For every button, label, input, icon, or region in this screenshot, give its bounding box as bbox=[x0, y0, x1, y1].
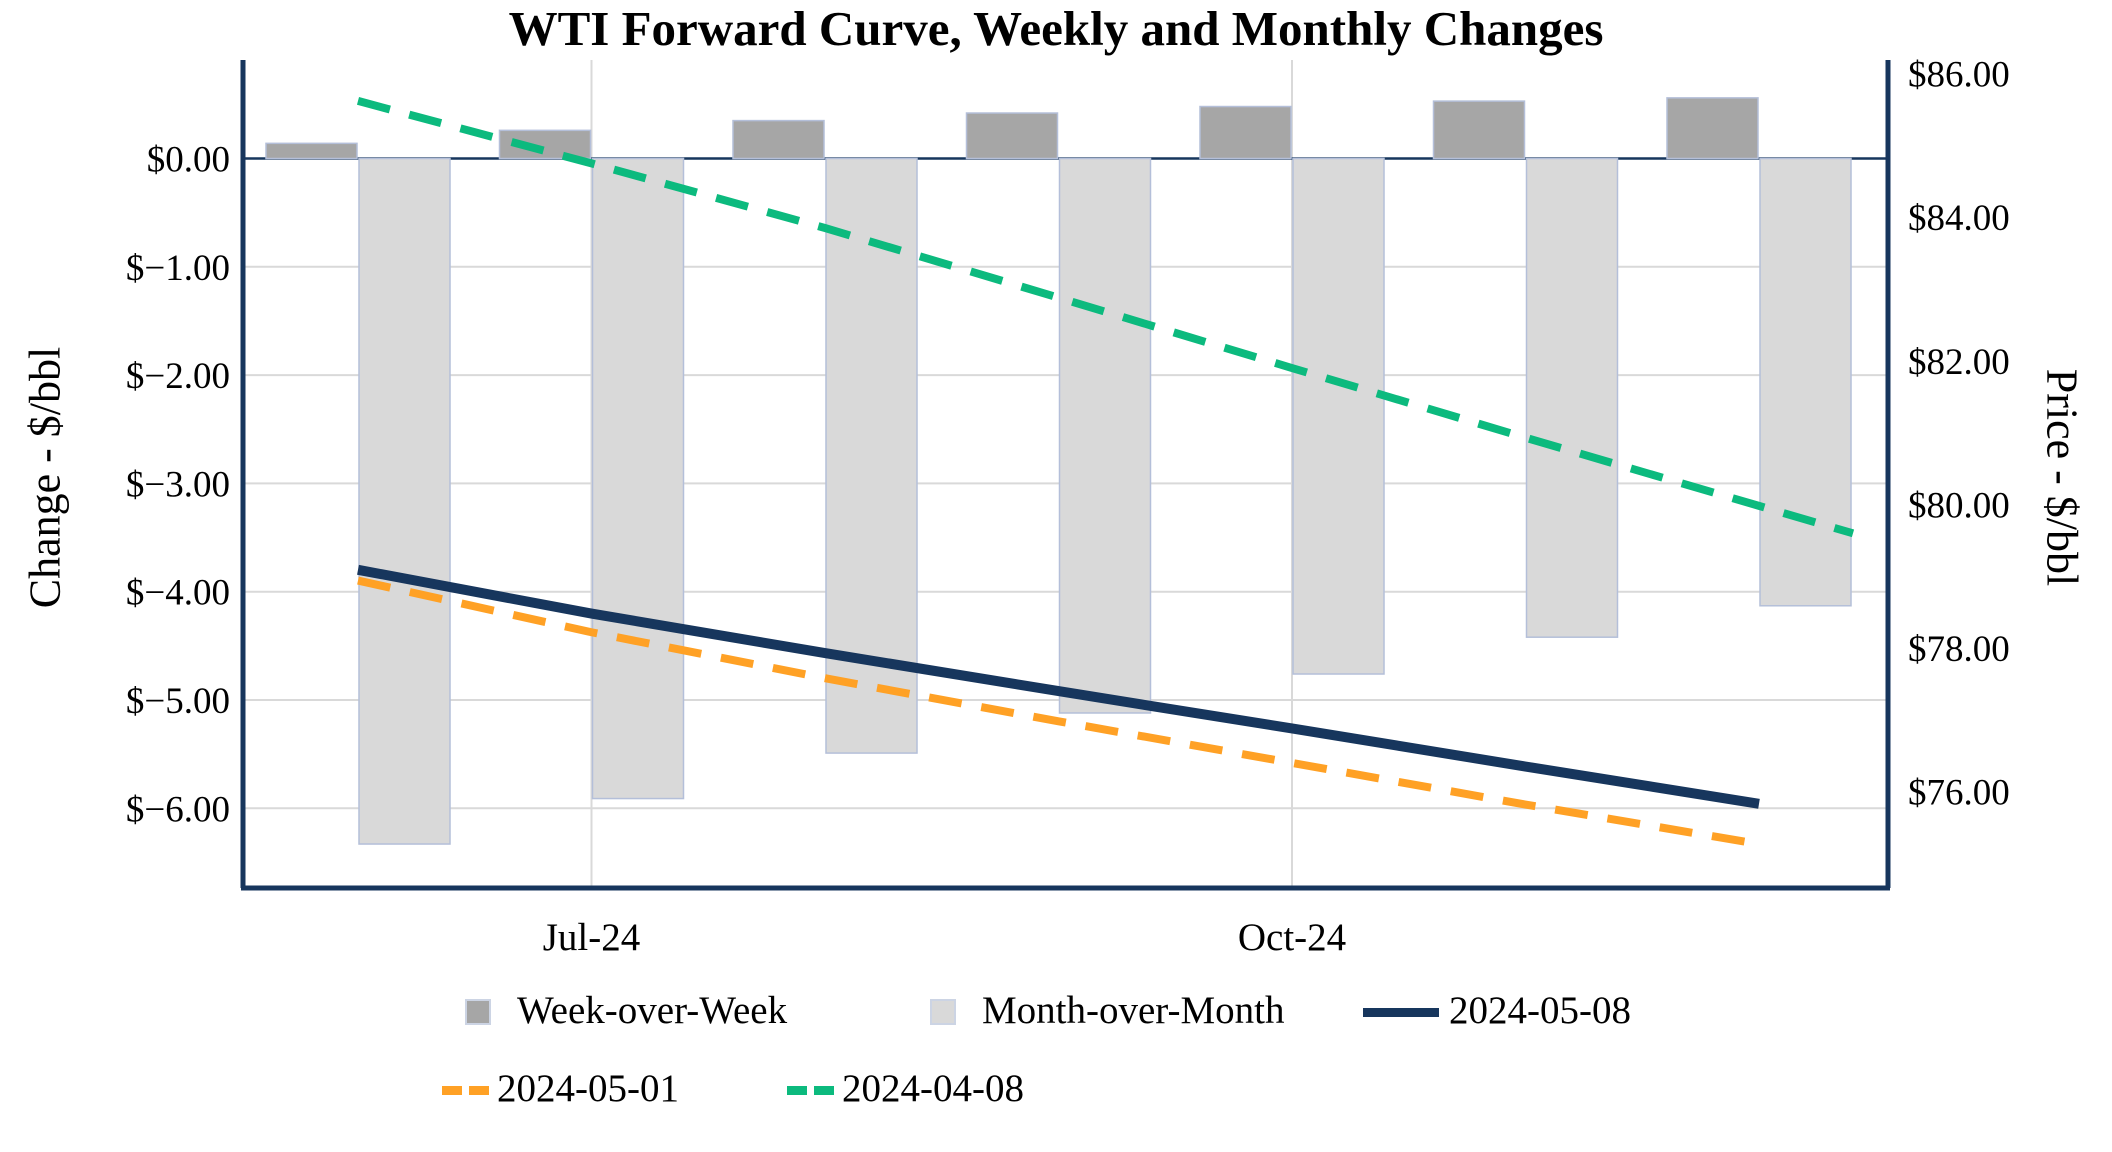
right-axis-tick-label: $86.00 bbox=[1908, 55, 2010, 96]
legend-swatch-week-over-week bbox=[465, 999, 491, 1025]
bar-week-over-week bbox=[1432, 100, 1526, 160]
chart-title: WTI Forward Curve, Weekly and Monthly Ch… bbox=[508, 1, 1604, 56]
bar-month-over-month bbox=[1292, 157, 1385, 675]
legend-swatch-2024-05-08 bbox=[1363, 1008, 1439, 1017]
x-axis-tick-label: Oct-24 bbox=[1238, 916, 1346, 959]
left-axis-tick-label: $0.00 bbox=[147, 140, 230, 181]
right-axis-tick-label: $76.00 bbox=[1908, 773, 2010, 814]
line-2024-04-08 bbox=[356, 97, 1855, 538]
legend-label-2024-05-08: 2024-05-08 bbox=[1449, 989, 1631, 1032]
right-axis-tick-label: $80.00 bbox=[1908, 485, 2010, 526]
left-axis-tick-label: $−2.00 bbox=[126, 356, 230, 397]
left-axis-tick-label: $−1.00 bbox=[126, 248, 230, 289]
bar-month-over-month bbox=[358, 157, 451, 845]
legend-label-2024-05-01: 2024-05-01 bbox=[497, 1067, 679, 1110]
bar-month-over-month bbox=[1759, 157, 1852, 607]
bar-week-over-week bbox=[1199, 105, 1292, 160]
legend-label-2024-04-08: 2024-04-08 bbox=[842, 1067, 1024, 1110]
bar-week-over-week bbox=[732, 119, 825, 160]
left-axis-tick-label: $−5.00 bbox=[126, 681, 230, 722]
legend-swatch-month-over-month bbox=[930, 999, 956, 1025]
bar-week-over-week bbox=[265, 142, 358, 160]
left-axis-tick-label: $−4.00 bbox=[126, 573, 230, 614]
bar-month-over-month bbox=[591, 157, 685, 800]
legend-swatch-2024-05-01 bbox=[442, 1086, 489, 1095]
right-axis-tick-label: $84.00 bbox=[1908, 198, 2010, 239]
line-2024-05-08 bbox=[357, 564, 1760, 809]
right-axis-tick-label: $82.00 bbox=[1908, 342, 2010, 383]
legend-label-month-over-month: Month-over-Month bbox=[982, 989, 1285, 1032]
bar-month-over-month bbox=[1525, 157, 1619, 638]
left-axis-tick-label: $−6.00 bbox=[126, 789, 230, 830]
bar-week-over-week bbox=[1666, 97, 1759, 160]
bar-month-over-month bbox=[1058, 157, 1152, 714]
line-2024-05-01 bbox=[357, 576, 1760, 849]
legend-label-week-over-week: Week-over-Week bbox=[517, 989, 788, 1032]
right-axis-tick-label: $78.00 bbox=[1908, 629, 2010, 670]
x-axis-tick-label: Jul-24 bbox=[543, 916, 641, 959]
legend-swatch-2024-04-08 bbox=[787, 1086, 834, 1095]
left-axis-tick-label: $−3.00 bbox=[126, 464, 230, 505]
bar-week-over-week bbox=[965, 112, 1059, 160]
